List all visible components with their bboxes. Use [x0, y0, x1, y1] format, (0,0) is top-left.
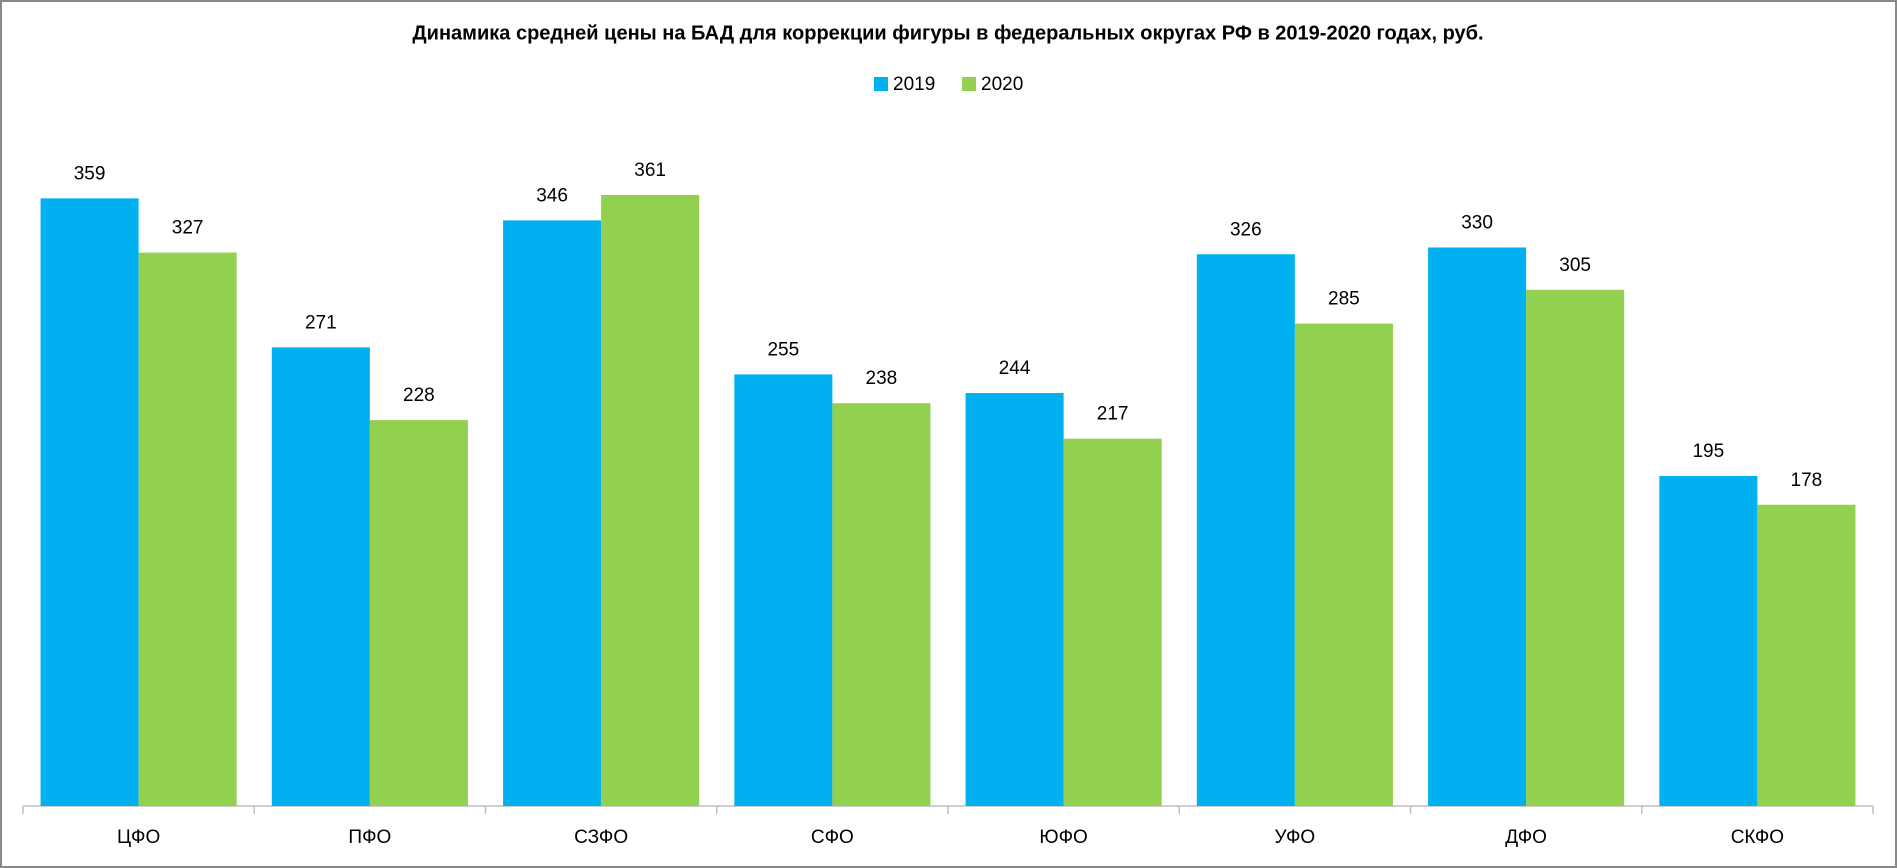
bar [369, 420, 468, 806]
x-tick-label: СКФО [1731, 827, 1784, 848]
data-label: 195 [1692, 441, 1724, 462]
data-label: 330 [1461, 212, 1493, 233]
data-label: 255 [767, 339, 799, 360]
data-label: 244 [999, 358, 1031, 379]
bar [1428, 247, 1527, 807]
bar [503, 220, 602, 806]
x-tick-label: СЗФО [574, 827, 628, 848]
bar [1526, 289, 1625, 807]
legend-swatch [962, 77, 976, 91]
data-label: 361 [634, 160, 666, 181]
bar [1659, 475, 1758, 806]
bar [40, 198, 139, 806]
legend-label: 2019 [893, 74, 935, 95]
chart-title: Динамика средней цены на БАД для коррекц… [412, 22, 1483, 44]
data-label: 228 [403, 385, 435, 406]
data-label: 327 [172, 218, 204, 239]
data-label: 238 [866, 368, 898, 389]
bar [832, 403, 931, 806]
x-tick-label: ЦФО [117, 827, 160, 848]
data-label: 271 [305, 312, 337, 333]
bar [965, 393, 1064, 806]
x-tick-label: ДФО [1505, 827, 1547, 848]
data-label: 326 [1230, 219, 1262, 240]
data-label: 285 [1328, 289, 1360, 310]
bar [1294, 323, 1393, 806]
bar [271, 347, 370, 806]
bar [1757, 504, 1856, 806]
data-label: 178 [1791, 470, 1823, 491]
legend-label: 2020 [981, 74, 1023, 95]
bar [1196, 254, 1295, 806]
legend-swatch [874, 77, 888, 91]
data-label: 305 [1559, 255, 1591, 276]
x-tick-label: УФО [1275, 827, 1316, 848]
data-label: 359 [74, 163, 106, 184]
bar [601, 195, 700, 806]
x-tick-label: СФО [811, 827, 854, 848]
data-label: 217 [1097, 404, 1129, 425]
bar [1063, 438, 1162, 806]
data-label: 346 [536, 185, 568, 206]
bar [734, 374, 833, 806]
bar [138, 252, 237, 807]
x-tick-label: ЮФО [1039, 827, 1087, 848]
x-tick-label: ПФО [348, 827, 391, 848]
